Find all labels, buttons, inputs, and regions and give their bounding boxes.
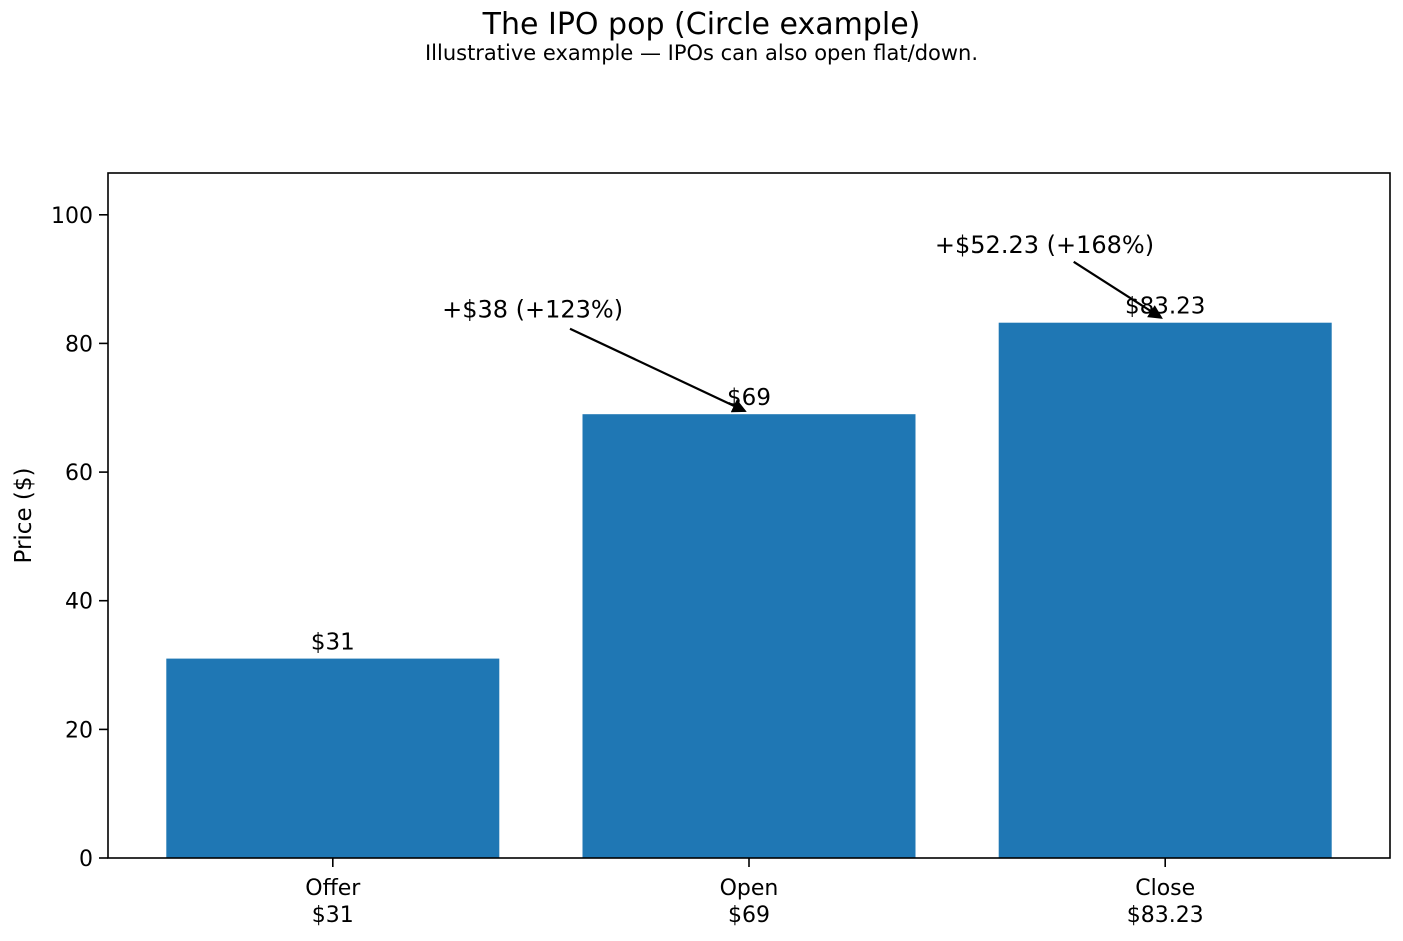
y-tick-label: 60 [65,461,93,486]
x-tick-sublabel: $83.23 [1127,903,1204,928]
chart-subtitle: Illustrative example — IPOs can also ope… [424,41,979,65]
annotation-arrow [569,327,747,413]
y-tick-label: 20 [65,718,93,743]
y-tick-label: 80 [65,332,93,357]
chart-title: The IPO pop (Circle example) [482,7,921,42]
bar-open [582,414,916,858]
x-tick-sublabel: $69 [728,903,770,928]
y-tick-label: 100 [51,204,93,229]
y-tick-label: 0 [79,847,93,872]
x-tick-sublabel: $31 [312,903,354,928]
bar-value-label: $69 [727,385,771,411]
annotation-text: +$52.23 (+168%) [935,231,1154,259]
x-tick-label: Offer [305,876,361,901]
annotation-arrow [1073,260,1163,319]
x-tick-label: Open [720,876,779,901]
bar-value-label: $83.23 [1125,294,1205,320]
x-tick-label: Close [1135,876,1195,901]
plot-area: $31$69$83.23020406080100Offer$31Open$69C… [11,172,1391,928]
bar-value-label: $31 [311,630,355,656]
y-axis-label: Price ($) [11,468,37,564]
y-tick-label: 40 [65,590,93,615]
bar-offer [166,658,500,858]
annotation-text: +$38 (+123%) [442,296,623,324]
bar-close [998,322,1332,858]
